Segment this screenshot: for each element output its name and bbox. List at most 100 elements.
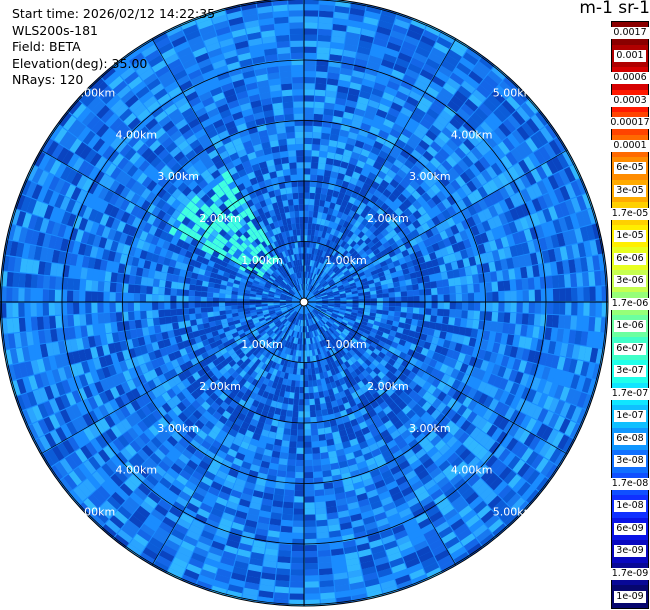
colorbar-segment: 1e-09	[612, 585, 648, 608]
ray	[1, 255, 292, 301]
range-ring-label: 2.00km	[367, 212, 409, 225]
ray	[0, 271, 292, 302]
azimuth-spoke	[303, 301, 568, 455]
colorbar-tick-label: 6e-09	[614, 522, 646, 535]
field-text: Field: BETA	[12, 39, 81, 55]
start-time-text: Start time: 2026/02/12 14:22:35	[12, 6, 216, 21]
ray	[40, 137, 294, 296]
colorbar-tick-label: 1e-05	[614, 230, 646, 243]
colorbar-segment: 0.0017	[611, 22, 649, 45]
ray	[310, 312, 470, 565]
range-ring-label: 2.00km	[199, 212, 241, 225]
ray	[67, 99, 295, 295]
ray	[272, 0, 304, 290]
ray	[20, 306, 293, 426]
ray	[33, 151, 294, 297]
ray	[126, 311, 298, 557]
ray	[312, 87, 530, 294]
ray	[315, 178, 588, 298]
ray	[307, 12, 412, 291]
colorbar: 0.0017 0.001 0.0006 0.0003 0.00017 0.0001 6e-0…	[608, 21, 650, 609]
ray	[306, 313, 383, 600]
ray	[180, 18, 300, 291]
ray	[315, 305, 594, 410]
ray	[49, 124, 295, 296]
ray	[89, 76, 296, 294]
ray	[315, 303, 605, 365]
ray	[304, 0, 319, 290]
ray	[316, 270, 608, 302]
ray	[49, 308, 295, 481]
instrument-text: WLS200s-181	[12, 22, 98, 38]
ray	[308, 313, 428, 586]
ray	[307, 313, 413, 591]
ray	[316, 302, 608, 333]
ray	[314, 308, 568, 467]
ray	[315, 306, 588, 425]
colorbar-tick-label: 3e-06	[614, 275, 646, 288]
colorbar-segment: 0.0006	[611, 67, 649, 90]
colorbar-segment: 0.0003	[611, 89, 649, 113]
ray	[167, 312, 300, 580]
ray	[288, 0, 304, 290]
colorbar-tick-label: 1e-09	[614, 590, 646, 603]
ray	[195, 13, 301, 291]
colorbar-segment: 3e-07	[612, 359, 648, 383]
colorbar-tick-label: 6e-06	[614, 252, 646, 265]
azimuth-spoke	[303, 38, 457, 303]
ray	[316, 254, 607, 301]
ray	[316, 302, 608, 317]
ray	[226, 313, 302, 600]
range-ring-label: 3.00km	[409, 170, 451, 183]
ray	[210, 8, 301, 291]
colorbar-tick-label: 0.0006	[611, 72, 649, 85]
ray	[314, 307, 575, 453]
ray	[314, 136, 567, 296]
range-ring-label: 4.00km	[451, 128, 493, 141]
ray	[15, 305, 293, 411]
colorbar-tick-label: 0.001	[614, 49, 646, 62]
ray	[306, 4, 382, 291]
colorbar-tick-label: 3e-09	[614, 545, 646, 558]
range-ring-label: 2.00km	[367, 380, 409, 393]
ray	[311, 65, 507, 293]
ray	[310, 311, 483, 557]
ray	[312, 76, 519, 294]
range-ring-label: 3.00km	[157, 170, 199, 183]
ray	[78, 87, 296, 294]
ray	[1, 303, 292, 350]
ray	[139, 312, 298, 566]
colorbar-tick-label: 1.7e-07	[609, 387, 650, 400]
colorbar-tick-label: 0.0001	[611, 139, 649, 152]
radar-center-marker	[299, 297, 309, 307]
ray	[313, 123, 559, 296]
ray	[305, 1, 367, 291]
range-ring-label: 5.00km	[493, 86, 535, 99]
range-ring-label: 5.00km	[74, 86, 116, 99]
polar-grid	[0, 0, 609, 607]
colorbar-segment: 6e-05	[612, 157, 648, 180]
ray	[315, 238, 605, 301]
ray	[152, 31, 299, 292]
range-ring-label: 2.00km	[199, 380, 241, 393]
ray	[313, 110, 550, 295]
ray	[241, 313, 303, 603]
colorbar-tick-label: 3e-07	[614, 365, 646, 378]
ray	[313, 98, 540, 295]
ray	[311, 56, 495, 293]
ray	[20, 179, 293, 298]
ray	[181, 313, 300, 586]
ray	[316, 303, 607, 349]
colorbar-tick-label: 1e-06	[614, 320, 646, 333]
range-ring-label: 1.00km	[241, 254, 283, 267]
colorbar-tick-label: 1e-08	[614, 500, 646, 513]
colorbar-segment: 0.0001	[611, 134, 649, 158]
colorbar-tick-label: 6e-08	[614, 432, 646, 445]
colorbar-segment: 0.00017	[608, 112, 650, 135]
ray	[314, 164, 582, 297]
ray	[138, 39, 298, 292]
colorbar-segment: 6e-07	[612, 337, 648, 360]
ray	[153, 312, 299, 573]
ray	[304, 314, 336, 606]
